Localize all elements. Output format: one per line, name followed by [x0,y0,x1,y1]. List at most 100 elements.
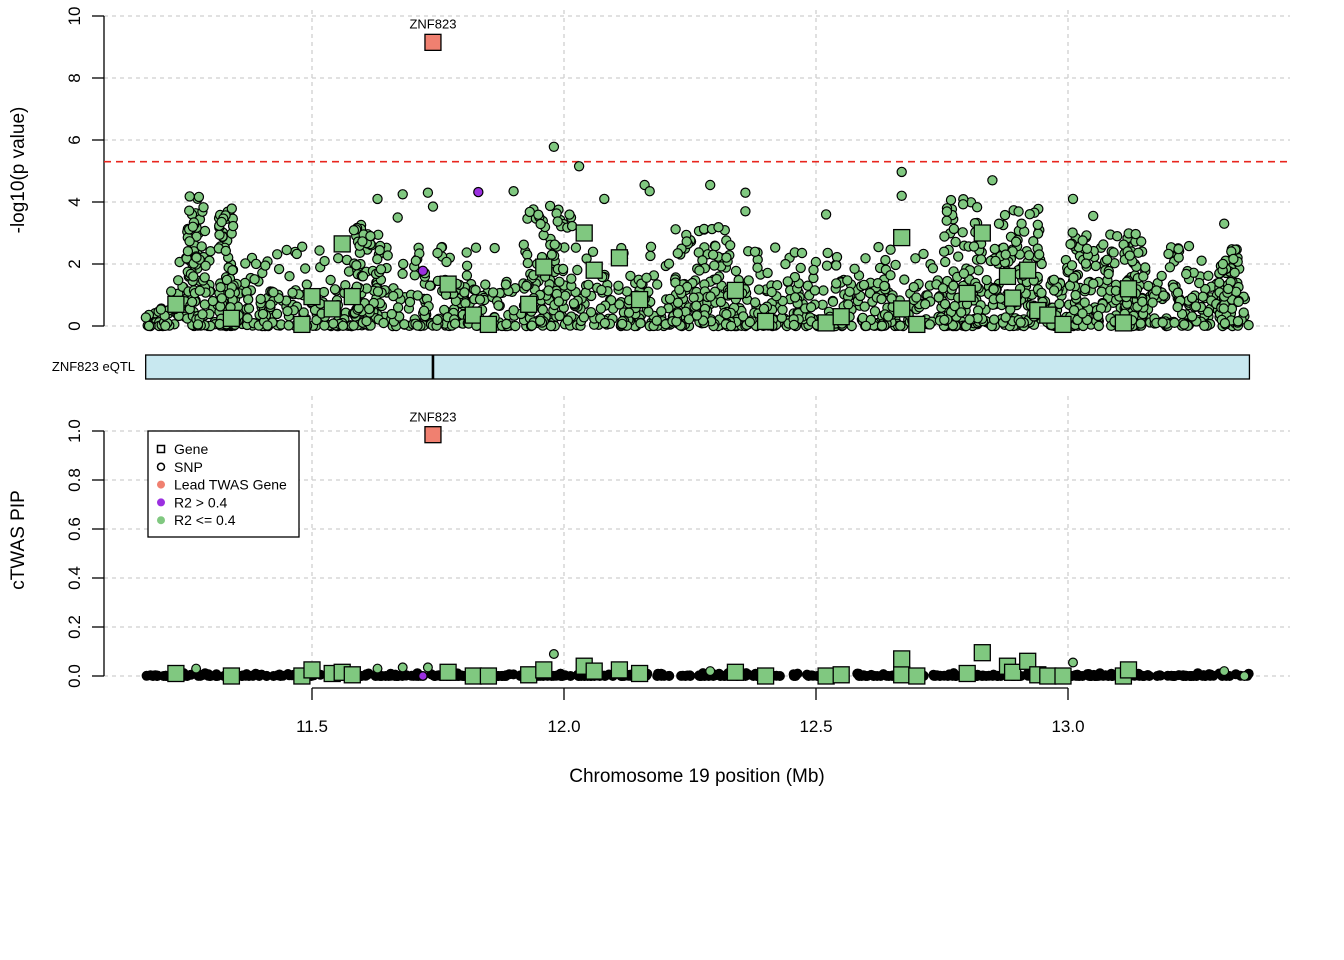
snp-point [1098,239,1109,250]
snp-point [1000,249,1011,260]
snp-point [782,276,794,287]
top-y-axis-title: -log10(p value) [8,107,29,234]
top-lead-gene-label: ZNF823 [409,16,456,31]
snp-point [1101,254,1113,265]
snp-point [271,308,283,320]
snp-point [1232,316,1244,327]
snp-point [795,262,806,274]
eqtl-track-bar [145,354,1251,380]
snp-point [1163,248,1174,260]
snp-point [470,284,481,296]
snp-point [820,209,832,220]
snp-point [348,224,360,236]
snp-point [1111,230,1123,242]
snp-point [1186,311,1198,322]
snp-point [226,203,237,214]
snp-point [1088,278,1099,289]
snp-point [273,263,285,275]
snp-point [284,271,295,282]
snp-point [183,205,195,216]
x-tick-label: 12.0 [547,717,580,736]
snp-point [573,161,585,172]
gene-point [893,300,911,318]
snp-point [876,320,888,331]
snp-point [740,206,751,217]
legend-label: SNP [174,459,203,475]
snp-point [780,258,791,270]
snp-point [691,300,702,311]
snp-point [691,310,703,321]
gene-point [1119,661,1138,679]
y-tick-label: 0.4 [65,566,84,590]
snp-point [749,246,761,257]
snp-point [521,280,532,292]
snp-point [449,318,461,329]
snp-point [705,179,716,191]
gene-point [323,300,341,318]
snp-point [753,284,765,295]
snp-point [831,278,842,289]
snp-point [854,670,865,681]
snp-point [227,265,238,276]
snp-point [546,249,558,260]
snp-point [1183,240,1195,252]
gene-point [222,309,241,327]
snp-point [351,260,362,271]
snp-point [184,236,195,247]
snp-point [265,299,276,310]
snp-point [1133,247,1144,258]
snp-point [578,312,590,323]
snp-point [391,670,402,681]
snp-point [549,239,560,250]
snp-point [762,267,773,279]
snp-point [200,260,211,271]
snp-point [1087,210,1099,222]
snp-point [378,317,389,329]
gene-point [893,666,911,684]
snp-point [333,253,344,264]
snp-point [282,305,293,317]
snp-point [822,247,833,259]
snp-point [934,670,945,681]
snp-point [398,258,409,270]
gene-point [520,295,538,313]
snp-point [548,648,559,659]
snp-point [284,670,295,681]
snp-point [988,284,999,295]
snp-point [1024,208,1036,220]
eqtl-track-label: ZNF823 eQTL [52,359,135,374]
bottom-y-axis: 0.0 0.2 0.4 0.6 0.8 1.0 [65,419,105,688]
snp-point [953,251,964,262]
snp-point [238,670,249,681]
snp-point [1158,290,1169,301]
snp-point [652,279,663,290]
snp-point [239,277,251,289]
gene-point [958,664,976,683]
snp-point [1214,277,1225,288]
snp-point [968,241,980,252]
gene-point [756,312,775,331]
snp-point [766,286,777,298]
snp-point [410,669,421,680]
snp-point [808,264,819,276]
snp-point [564,209,575,220]
snp-point [958,268,970,279]
snp-point [1219,666,1230,677]
snp-point [1199,320,1210,331]
snp-point [220,245,231,257]
snp-point [1066,260,1078,271]
snp-point [193,191,205,203]
snp-point [522,257,534,269]
gene-point [908,667,926,685]
snp-point [1032,219,1044,230]
snp-point [404,296,416,308]
snp-point [987,175,998,186]
snp-point [664,670,675,681]
snp-point [725,240,736,251]
snp-point [956,307,967,318]
snp-point [192,319,204,330]
snp-point [1193,277,1205,289]
snp-point [1070,289,1081,301]
gene-point [535,258,553,276]
